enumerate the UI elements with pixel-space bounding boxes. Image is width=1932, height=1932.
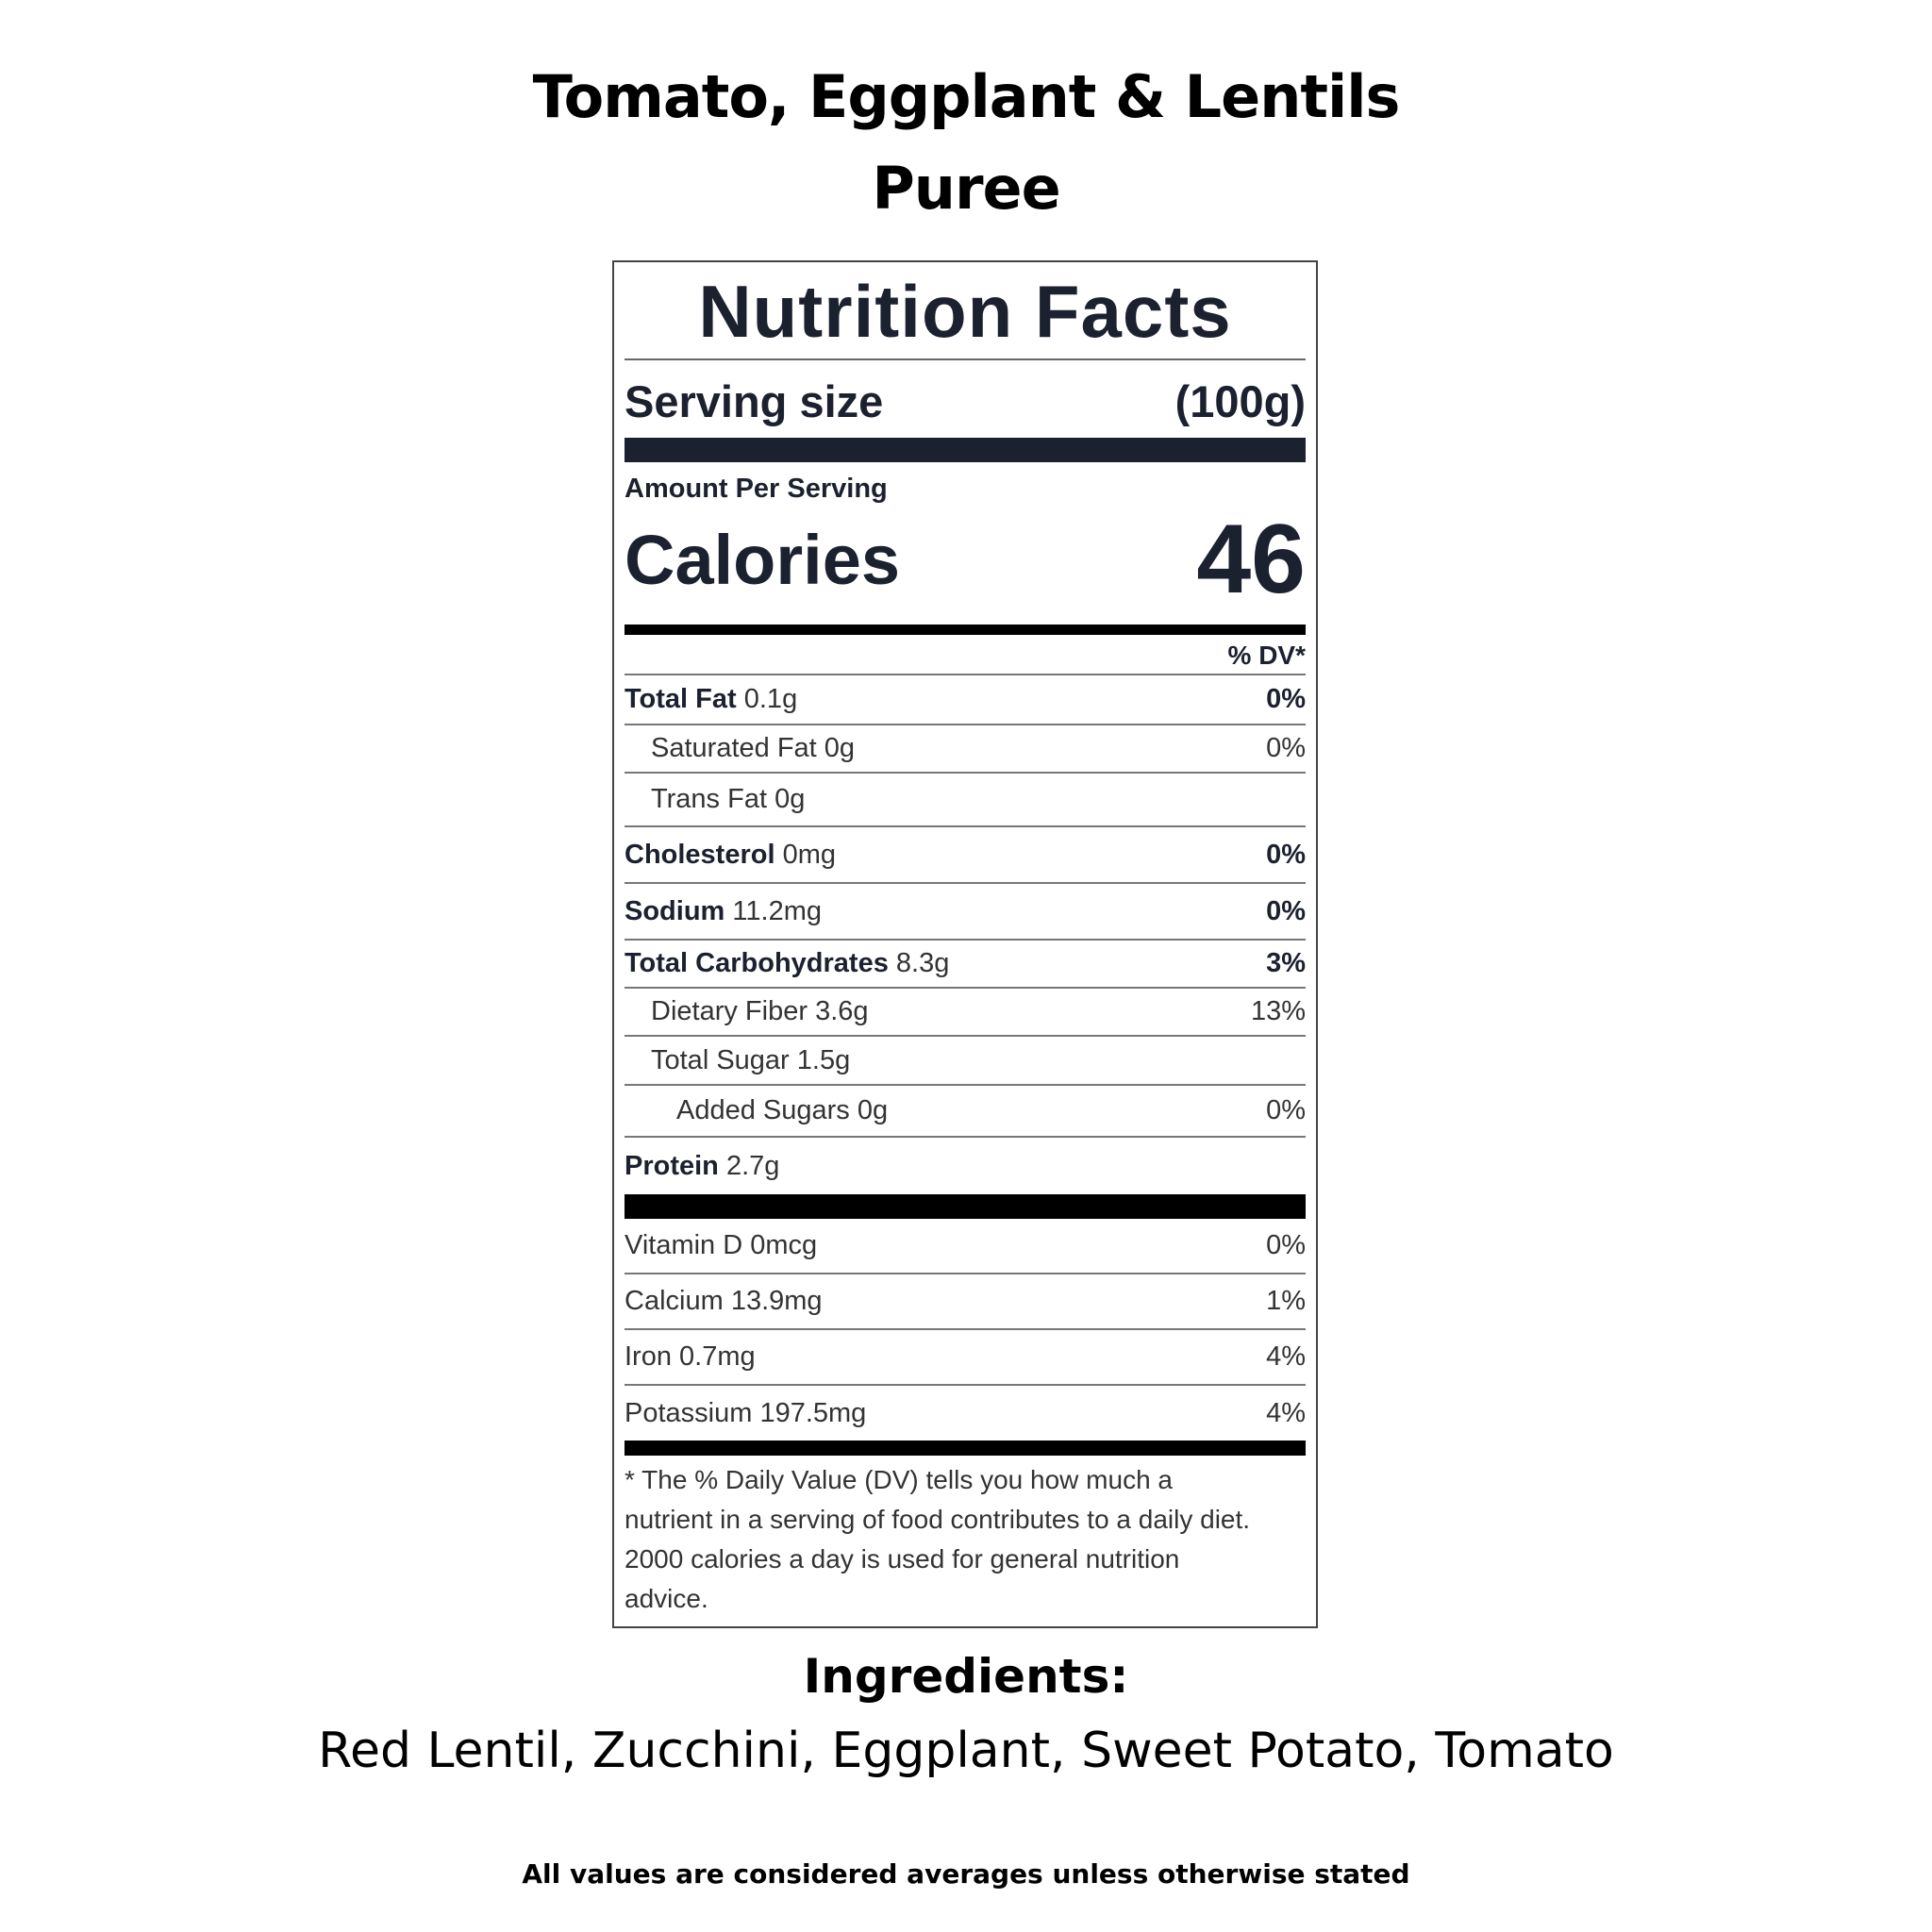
micro-row-potassium: Potassium 197.5mg 4% [625,1386,1306,1441]
nutrient-amount: 13.9mg [730,1286,823,1316]
calories-label: Calories [625,520,901,599]
divider [625,674,1306,675]
nutrient-name: Trans Fat [651,784,768,814]
nutrient-name: Iron [625,1341,672,1372]
nutrient-name: Sodium [625,895,725,926]
footnote-line: * The % Daily Value (DV) tells you how m… [625,1465,1173,1494]
calories-row: Calories 46 [625,505,1306,614]
nutrient-amount: 3.6g [815,996,869,1026]
nutrient-dv: 0% [1266,1095,1306,1125]
nutrient-row-total-fat: Total Fat 0.1g 0% [625,675,1306,725]
nutrient-row-trans-fat: Trans Fat 0g [625,774,1306,827]
nutrient-dv: 3% [1266,948,1306,978]
nutrition-facts-label: Nutrition Facts Serving size (100g) Amou… [612,260,1318,1628]
nutrient-amount: 1.5g [796,1044,851,1075]
product-title-line2: Puree [872,154,1060,223]
nutrient-name: Saturated Fat [651,733,817,763]
micro-row-calcium: Calcium 13.9mg 1% [625,1274,1306,1330]
nutrition-facts-heading: Nutrition Facts [698,270,1232,353]
thick-divider [625,1441,1306,1456]
nutrient-dv: 0% [1266,839,1306,870]
nutrient-dv: 1% [1266,1286,1306,1316]
nutrient-name: Potassium [625,1397,753,1428]
nutrient-row-protein: Protein 2.7g [625,1138,1306,1194]
nutrient-row-total-carbohydrates: Total Carbohydrates 8.3g 3% [625,941,1306,989]
nutrient-dv: 0% [1266,733,1306,763]
nutrient-row-dietary-fiber: Dietary Fiber 3.6g 13% [625,989,1306,1037]
thick-divider [625,438,1306,462]
nutrient-amount: 0g [824,733,856,763]
micro-row-iron: Iron 0.7mg 4% [625,1330,1306,1386]
nutrient-name: Added Sugars [676,1095,850,1125]
ingredients-list: Red Lentil, Zucchini, Eggplant, Sweet Po… [318,1723,1614,1779]
nutrient-amount: 0.1g [743,684,798,714]
nutrient-name: Total Sugar [651,1044,790,1075]
nutrient-name: Dietary Fiber [651,996,808,1026]
footnote-line: nutrient in a serving of food contribute… [625,1505,1251,1534]
divider [625,358,1306,360]
thick-divider [625,625,1306,635]
nutrient-amount: 197.5mg [759,1397,867,1428]
nutrient-amount: 0g [857,1095,889,1125]
footnote-line: 2000 calories a day is used for general … [625,1544,1180,1574]
micro-row-vitamin-d: Vitamin D 0mcg 0% [625,1219,1306,1274]
serving-size-value: (100g) [1174,375,1306,426]
nutrient-amount: 0g [774,784,806,814]
nutrient-amount: 8.3g [895,948,950,978]
nutrient-row-sodium: Sodium 11.2mg 0% [625,884,1306,941]
dv-header: % DV* [1227,641,1306,670]
nutrient-dv: 0% [1266,1230,1306,1260]
nutrient-name: Total Fat [625,684,737,714]
nutrient-name: Cholesterol [625,839,775,870]
nutrient-name: Calcium [625,1286,724,1316]
serving-size-label: Serving size [625,375,884,426]
nutrient-dv: 13% [1250,996,1306,1026]
nutrient-amount: 0mcg [750,1230,818,1260]
serving-size-row: Serving size (100g) [625,362,1306,440]
footnote-line: advice. [625,1584,708,1613]
nutrient-name: Vitamin D [625,1230,743,1260]
disclaimer: All values are considered averages unles… [522,1858,1410,1890]
nutrient-amount: 2.7g [725,1150,780,1181]
ingredients-heading: Ingredients: [803,1649,1129,1704]
thick-divider [625,1194,1306,1219]
dv-footnote: * The % Daily Value (DV) tells you how m… [625,1460,1306,1619]
calories-value: 46 [1196,504,1306,614]
product-title-line1: Tomato, Eggplant & Lentils [532,62,1401,131]
nutrient-row-total-sugar: Total Sugar 1.5g [625,1037,1306,1086]
nutrient-name: Total Carbohydrates [625,948,889,978]
nutrient-row-saturated-fat: Saturated Fat 0g 0% [625,725,1306,774]
nutrient-dv: 4% [1266,1397,1306,1428]
nutrient-name: Protein [625,1150,719,1181]
nutrient-amount: 0.7mg [679,1341,756,1372]
amount-per-serving: Amount Per Serving [625,474,888,504]
nutrient-dv: 0% [1266,684,1306,714]
nutrient-row-cholesterol: Cholesterol 0mg 0% [625,827,1306,884]
nutrient-amount: 0mg [782,839,837,870]
nutrient-amount: 11.2mg [732,895,822,926]
nutrient-dv: 0% [1266,895,1306,926]
nutrient-row-added-sugars: Added Sugars 0g 0% [625,1086,1306,1138]
nutrient-dv: 4% [1266,1341,1306,1372]
